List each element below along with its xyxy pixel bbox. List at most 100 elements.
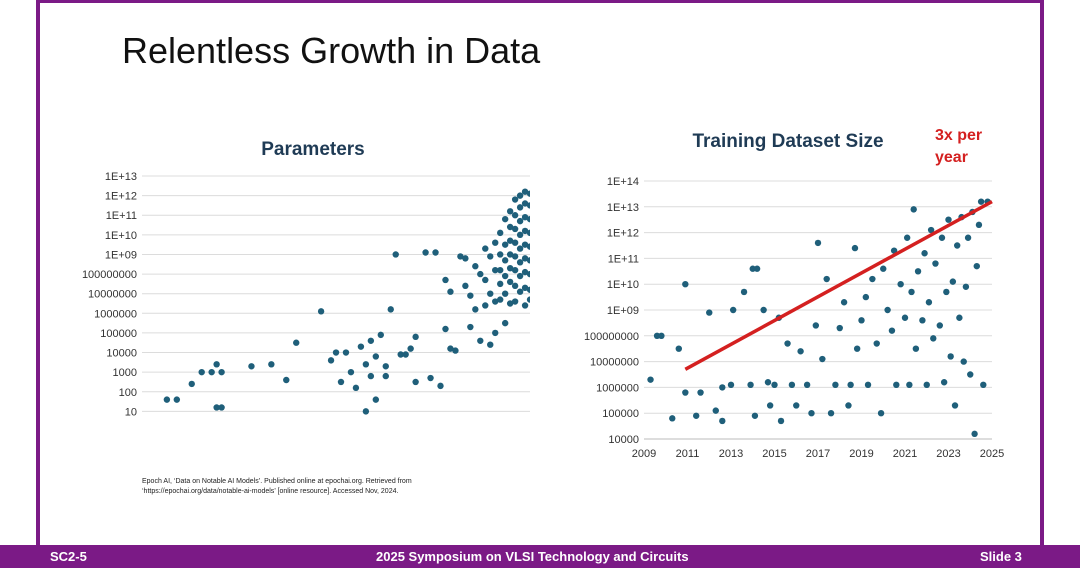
- data-point: [912, 345, 920, 352]
- data-point: [845, 402, 852, 409]
- data-point: [936, 322, 943, 329]
- data-point: [511, 282, 519, 290]
- data-point: [173, 396, 181, 403]
- chart-title: Training Dataset Size: [692, 131, 883, 152]
- y-tick-label: 1000000: [596, 382, 639, 394]
- data-point: [832, 381, 839, 389]
- data-point: [367, 337, 375, 344]
- data-point: [407, 345, 414, 352]
- data-point: [497, 266, 504, 274]
- data-point: [851, 244, 859, 252]
- data-point: [317, 308, 325, 315]
- y-tick-label: 1000000: [94, 308, 137, 320]
- data-point: [888, 327, 896, 334]
- data-point: [283, 376, 290, 384]
- data-point: [975, 221, 983, 229]
- data-point: [521, 268, 529, 276]
- data-point: [945, 216, 952, 223]
- data-point: [853, 345, 861, 352]
- data-point: [452, 347, 459, 354]
- data-point: [506, 264, 514, 272]
- data-point: [788, 381, 796, 389]
- data-point: [487, 341, 494, 348]
- citation-line-1: Epoch AI, ‘Data on Notable AI Models’. P…: [142, 478, 412, 485]
- data-point: [901, 314, 909, 321]
- data-point: [487, 290, 494, 297]
- data-point: [914, 268, 922, 275]
- data-point: [492, 239, 499, 246]
- data-point: [372, 353, 380, 360]
- data-point: [387, 306, 394, 313]
- data-point: [777, 417, 785, 425]
- data-point: [938, 234, 946, 241]
- data-point: [784, 340, 791, 347]
- data-point: [954, 242, 961, 249]
- data-point: [482, 276, 489, 284]
- data-point: [967, 371, 974, 378]
- data-point: [516, 192, 524, 199]
- data-point: [487, 253, 494, 260]
- data-point: [840, 299, 848, 306]
- chart-title: Parameters: [261, 139, 365, 160]
- y-tick-label: 1E+09: [105, 249, 137, 261]
- data-point: [823, 275, 830, 283]
- data-point: [669, 415, 676, 422]
- y-tick-label: 1000: [113, 367, 137, 379]
- data-point: [526, 296, 530, 303]
- data-point: [797, 348, 804, 355]
- data-point: [467, 292, 474, 299]
- data-point: [218, 368, 225, 376]
- data-point: [693, 412, 700, 419]
- data-point: [516, 217, 524, 225]
- data-point: [521, 255, 529, 262]
- data-point: [682, 281, 689, 288]
- data-point: [814, 239, 822, 247]
- data-point: [921, 250, 928, 257]
- y-tick-label: 1E+11: [608, 253, 639, 265]
- data-point: [447, 345, 454, 352]
- data-point: [706, 309, 713, 316]
- data-point: [880, 265, 887, 272]
- data-point: [719, 384, 726, 391]
- data-point: [521, 227, 529, 235]
- data-point: [511, 266, 519, 274]
- data-point: [729, 306, 737, 314]
- x-tick-label: 2009: [632, 448, 656, 460]
- x-tick-label: 2019: [849, 448, 873, 460]
- y-tick-label: 10000: [106, 348, 137, 360]
- data-point: [940, 379, 948, 386]
- data-point: [442, 325, 449, 333]
- data-point: [397, 351, 404, 358]
- y-tick-label: 1E+10: [607, 279, 639, 291]
- data-point: [218, 404, 225, 411]
- data-point: [971, 430, 978, 438]
- data-point: [712, 407, 719, 414]
- citation: Epoch AI, ‘Data on Notable AI Models’. P…: [142, 477, 502, 497]
- data-point: [362, 408, 370, 415]
- data-point: [747, 381, 754, 389]
- chart-annotation-line-2: year: [935, 149, 968, 166]
- data-point: [675, 345, 682, 352]
- y-tick-label: 10000: [608, 434, 639, 446]
- y-tick-label: 1E+12: [607, 228, 639, 240]
- data-point: [501, 215, 509, 223]
- data-point: [422, 249, 429, 256]
- data-point: [492, 266, 499, 274]
- data-point: [506, 300, 514, 307]
- data-point: [477, 337, 484, 344]
- y-tick-label: 10000000: [590, 357, 639, 369]
- data-point: [382, 372, 389, 380]
- data-point: [858, 317, 865, 324]
- data-point: [506, 278, 514, 286]
- footer-session-id: SC2-5: [50, 549, 87, 564]
- data-point: [764, 379, 772, 386]
- data-point: [467, 323, 474, 331]
- data-point: [372, 396, 380, 403]
- data-point: [447, 288, 454, 295]
- data-point: [932, 260, 939, 267]
- data-point: [947, 353, 954, 360]
- data-point: [962, 283, 970, 290]
- data-point: [332, 349, 340, 356]
- y-tick-label: 1E+10: [105, 230, 137, 242]
- data-point: [526, 190, 530, 197]
